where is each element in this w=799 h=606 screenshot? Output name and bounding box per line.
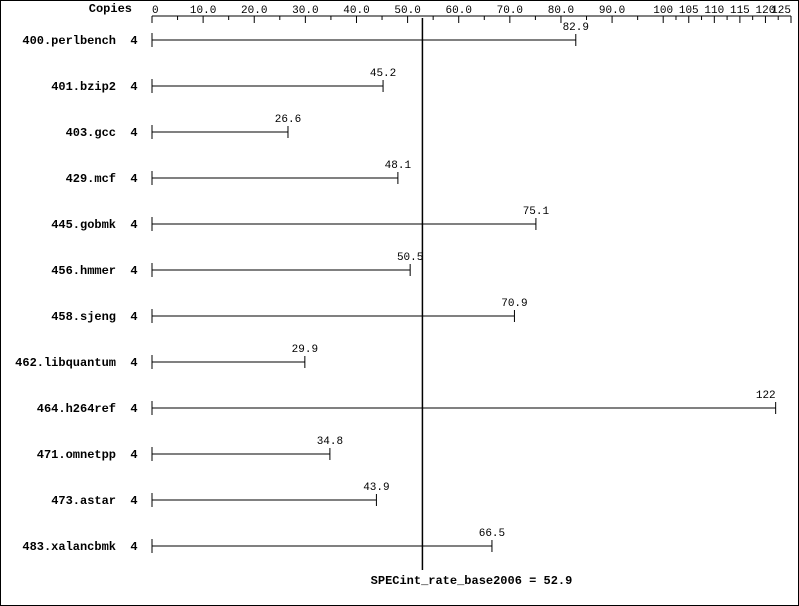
x-tick-label: 90.0 — [599, 5, 625, 17]
benchmark-name: 464.h264ref — [37, 402, 116, 416]
x-tick-label: 60.0 — [446, 5, 472, 17]
x-tick-label: 105 — [679, 5, 699, 17]
benchmark-name: 471.omnetpp — [37, 448, 116, 462]
benchmark-value-label: 70.9 — [501, 298, 527, 310]
chart-svg: Copies 0 10.0 20.0 30.0 40.0 50.0 60.0 70.0 80.0 9… — [0, 0, 799, 606]
x-tick-label: 10.0 — [190, 5, 216, 17]
benchmark-name: 400.perlbench — [22, 34, 116, 48]
benchmark-value-label: 48.1 — [385, 160, 412, 172]
reference-label: SPECint_rate_base2006 = 52.9 — [371, 574, 573, 588]
copies-value: 4 — [130, 264, 137, 278]
benchmark-value-label: 45.2 — [370, 68, 396, 80]
copies-value: 4 — [130, 540, 137, 554]
copies-value: 4 — [130, 126, 137, 140]
benchmark-name: 445.gobmk — [51, 218, 116, 232]
benchmark-value-label: 29.9 — [292, 344, 318, 356]
x-tick-label: 80.0 — [548, 5, 574, 17]
copies-value: 4 — [130, 402, 137, 416]
copies-value: 4 — [130, 34, 137, 48]
x-tick-label: 30.0 — [292, 5, 318, 17]
benchmark-name: 456.hmmer — [51, 264, 116, 278]
benchmark-name: 403.gcc — [66, 126, 116, 140]
copies-value: 4 — [130, 172, 137, 186]
x-tick-label: 50.0 — [394, 5, 420, 17]
benchmark-name: 462.libquantum — [15, 356, 116, 370]
copies-value: 4 — [130, 494, 137, 508]
benchmark-value-label: 34.8 — [317, 436, 343, 448]
x-tick-label: 115 — [730, 5, 750, 17]
copies-value: 4 — [130, 310, 137, 324]
copies-value: 4 — [130, 218, 137, 232]
benchmark-name: 429.mcf — [66, 172, 116, 186]
copies-value: 4 — [130, 80, 137, 94]
benchmark-value-label: 122 — [756, 390, 776, 402]
benchmark-value-label: 43.9 — [363, 482, 389, 494]
benchmark-value-label: 66.5 — [479, 528, 505, 540]
benchmark-name: 473.astar — [51, 494, 116, 508]
x-tick-label: 0 — [152, 5, 159, 17]
x-tick-label: 100 — [653, 5, 673, 17]
benchmark-value-label: 82.9 — [563, 22, 589, 34]
benchmark-value-label: 26.6 — [275, 114, 301, 126]
x-tick-label: 125 — [771, 5, 791, 17]
spec-benchmark-chart: Copies 0 10.0 20.0 30.0 40.0 50.0 60.0 70.0 80.0 9… — [0, 0, 799, 606]
copies-header: Copies — [89, 2, 132, 16]
x-tick-label: 110 — [704, 5, 724, 17]
copies-value: 4 — [130, 356, 137, 370]
benchmark-name: 483.xalancbmk — [22, 540, 116, 554]
x-tick-label: 20.0 — [241, 5, 267, 17]
x-tick-label: 40.0 — [343, 5, 369, 17]
copies-value: 4 — [130, 448, 137, 462]
benchmark-name: 458.sjeng — [51, 310, 116, 324]
x-tick-label: 70.0 — [497, 5, 523, 17]
benchmark-name: 401.bzip2 — [51, 80, 116, 94]
benchmark-value-label: 75.1 — [523, 206, 550, 218]
benchmark-value-label: 50.5 — [397, 252, 423, 264]
